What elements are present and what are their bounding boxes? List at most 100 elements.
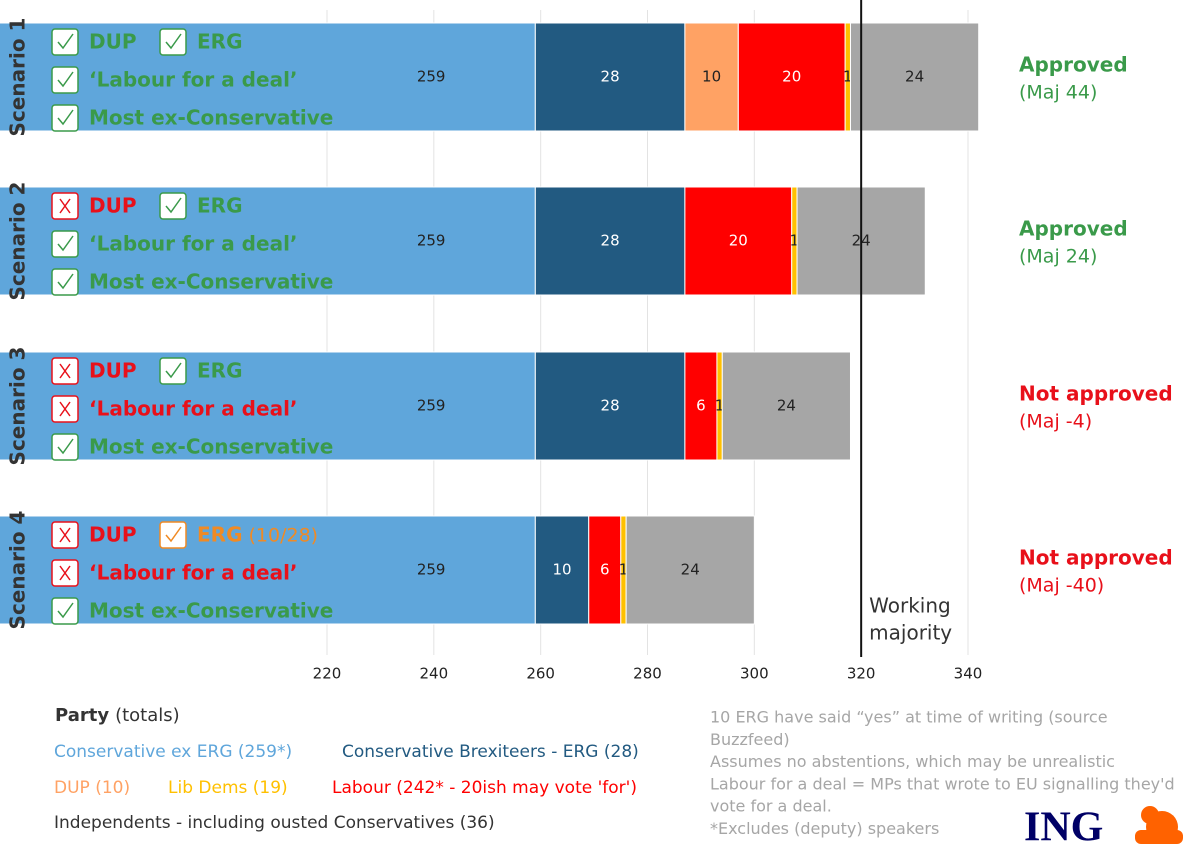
scenario-label: Scenario 1 [6,18,30,137]
condition-label: Most ex-Conservative [89,435,333,459]
bar-segment [625,515,755,625]
legend-entry: Lib Dems (19) [168,778,288,798]
data-label: 20 [729,232,748,250]
condition-label: DUP [89,359,137,383]
result-majority: (Maj 24) [1019,246,1097,268]
status-box [51,433,79,461]
result-label: Approved [1019,53,1128,77]
status-box [159,192,187,220]
bar-segment [684,22,739,132]
data-label: 20 [782,68,801,86]
result-majority: (Maj -40) [1019,575,1104,597]
bar-segment [0,515,536,625]
status-box [51,230,79,258]
status-check [165,197,182,214]
status-box [51,28,79,56]
x-tick-label: 280 [633,665,662,683]
bar-segment [849,22,980,132]
result-majority: (Maj 44) [1019,82,1097,104]
note: Buzzfeed) [710,730,790,749]
data-label: 1 [619,561,629,579]
status-check [57,602,74,619]
status-box [159,521,187,549]
status-box [51,597,79,625]
condition-label: ‘Labour for a deal’ [89,232,298,256]
data-label: 6 [600,561,610,579]
note: vote for a deal. [710,797,832,816]
condition-label: ERG [197,30,242,54]
reference-label: Working [869,594,951,618]
result-label: Not approved [1019,382,1173,406]
status-box [51,66,79,94]
data-label: 28 [601,397,620,415]
status-x [59,565,71,581]
scenario-label: Scenario 3 [6,347,30,466]
reference-label: majority [869,621,952,645]
note: Assumes no abstentions, which may be unr… [710,752,1115,771]
status-box [159,357,187,385]
data-label: 1 [790,232,800,250]
legend-entry: Labour (242* - 20ish may vote 'for') [332,778,637,798]
x-tick-label: 220 [313,665,342,683]
status-x [59,198,71,214]
bar-segment [684,186,793,296]
condition-label: Most ex-Conservative [89,599,333,623]
note: *Excludes (deputy) speakers [710,819,939,838]
logo: ING [1024,805,1103,851]
x-tick-label: 320 [847,665,876,683]
condition-label: DUP [89,523,137,547]
data-label: 259 [417,397,446,415]
legend-entry: Independents - including ousted Conserva… [54,813,495,833]
data-label: 259 [417,232,446,250]
x-tick-label: 340 [954,665,983,683]
condition-label: ‘Labour for a deal’ [89,397,298,421]
data-label: 24 [905,68,924,86]
x-tick-label: 260 [526,665,555,683]
condition-label: ‘Labour for a deal’ [89,561,298,585]
data-label: 24 [681,561,700,579]
legend-entry: Conservative ex ERG (259*) [54,742,292,762]
logo-icon [1135,806,1183,844]
data-label: 6 [696,397,706,415]
status-check [165,526,182,543]
status-check [57,438,74,455]
note: 10 ERG have said “yes” at time of writin… [710,708,1108,727]
condition-label: ERG [197,359,242,383]
scenario-label: Scenario 4 [6,511,30,630]
status-check [57,235,74,252]
bar-segment [0,186,536,296]
data-label: 1 [843,68,853,86]
condition-label: DUP [89,194,137,218]
bar-segment [0,351,536,461]
status-check [57,71,74,88]
data-label: 259 [417,561,446,579]
condition-label: ‘Labour for a deal’ [89,68,298,92]
bar-segment [737,22,846,132]
status-check [165,33,182,50]
data-label: 28 [601,232,620,250]
bar-segment [588,515,622,625]
result-majority: (Maj -4) [1019,411,1092,433]
note: Labour for a deal = MPs that wrote to EU… [710,774,1175,793]
condition-label: DUP [89,30,137,54]
status-box [159,28,187,56]
data-label: 10 [552,561,571,579]
data-label: 10 [702,68,721,86]
status-x [59,527,71,543]
scenario-label: Scenario 2 [6,182,30,301]
bar-segment [534,351,686,461]
bar-segment [534,515,590,625]
data-label: 28 [601,68,620,86]
status-check [57,109,74,126]
data-label: 259 [417,68,446,86]
result-label: Not approved [1019,546,1173,570]
x-tick-label: 300 [740,665,769,683]
status-box [51,268,79,296]
bar-segment [534,22,686,132]
x-tick-label: 240 [420,665,449,683]
legend-title: Party [55,705,109,726]
status-check [57,33,74,50]
condition-label: ERG [197,523,242,547]
condition-label: ERG [197,194,242,218]
